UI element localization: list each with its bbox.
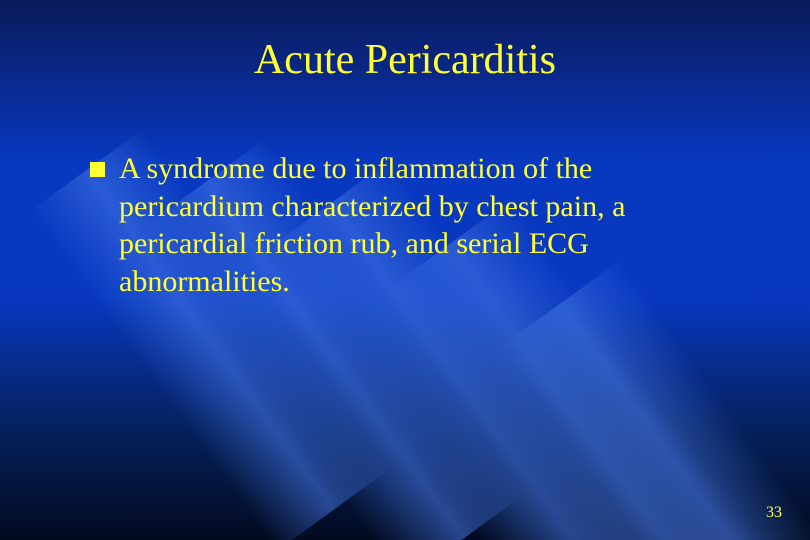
page-number: 33 <box>766 504 782 522</box>
bullet-text: A syndrome due to inflammation of the pe… <box>119 150 740 300</box>
slide: Acute Pericarditis A syndrome due to inf… <box>0 0 810 540</box>
streak-shape <box>499 260 810 540</box>
slide-title: Acute Pericarditis <box>0 36 810 84</box>
bullet-item: A syndrome due to inflammation of the pe… <box>90 150 740 300</box>
square-bullet-icon <box>90 162 105 177</box>
slide-body: A syndrome due to inflammation of the pe… <box>90 150 740 300</box>
